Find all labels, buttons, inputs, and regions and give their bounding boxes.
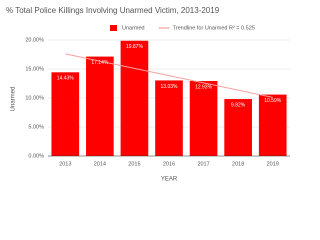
bar [189, 81, 218, 156]
bar [51, 72, 80, 156]
x-axis-label: YEAR [161, 177, 178, 183]
y-axis-label: Unarmed [11, 87, 17, 112]
legend-swatch [110, 25, 117, 31]
value-label: 17.14% [91, 60, 109, 66]
value-label: 12.93% [195, 84, 213, 90]
y-tick-label: 0.00% [28, 153, 44, 159]
bar [120, 40, 149, 157]
y-tick-label: 20.00% [25, 37, 44, 43]
x-tick-label: 2019 [267, 161, 279, 167]
bar [258, 94, 287, 156]
legend-label: Trendline for Unarmed R² = 0.525 [173, 25, 255, 31]
y-tick-label: 15.00% [25, 66, 44, 72]
value-label: 14.43% [57, 76, 75, 82]
value-label: 13.03% [161, 84, 179, 90]
value-label: 10.59% [264, 98, 282, 104]
x-tick-label: 2017 [197, 161, 209, 167]
trendline [65, 53, 273, 98]
x-tick-label: 2013 [59, 161, 71, 167]
bar [155, 80, 183, 156]
y-tick-label: 5.00% [28, 124, 44, 130]
bar [86, 56, 114, 157]
chart: % Total Police Killings Involving Unarme… [6, 6, 290, 183]
value-label: 9.82% [231, 102, 246, 108]
chart-title: % Total Police Killings Involving Unarme… [6, 6, 220, 15]
x-tick-label: 2016 [163, 161, 175, 167]
x-tick-label: 2015 [128, 161, 140, 167]
x-tick-label: 2018 [232, 161, 244, 167]
y-tick-label: 10.00% [25, 95, 44, 101]
legend-label: Unarmed [122, 25, 145, 31]
bar [224, 99, 252, 156]
value-label: 19.87% [126, 44, 144, 50]
x-tick-label: 2014 [94, 161, 106, 167]
